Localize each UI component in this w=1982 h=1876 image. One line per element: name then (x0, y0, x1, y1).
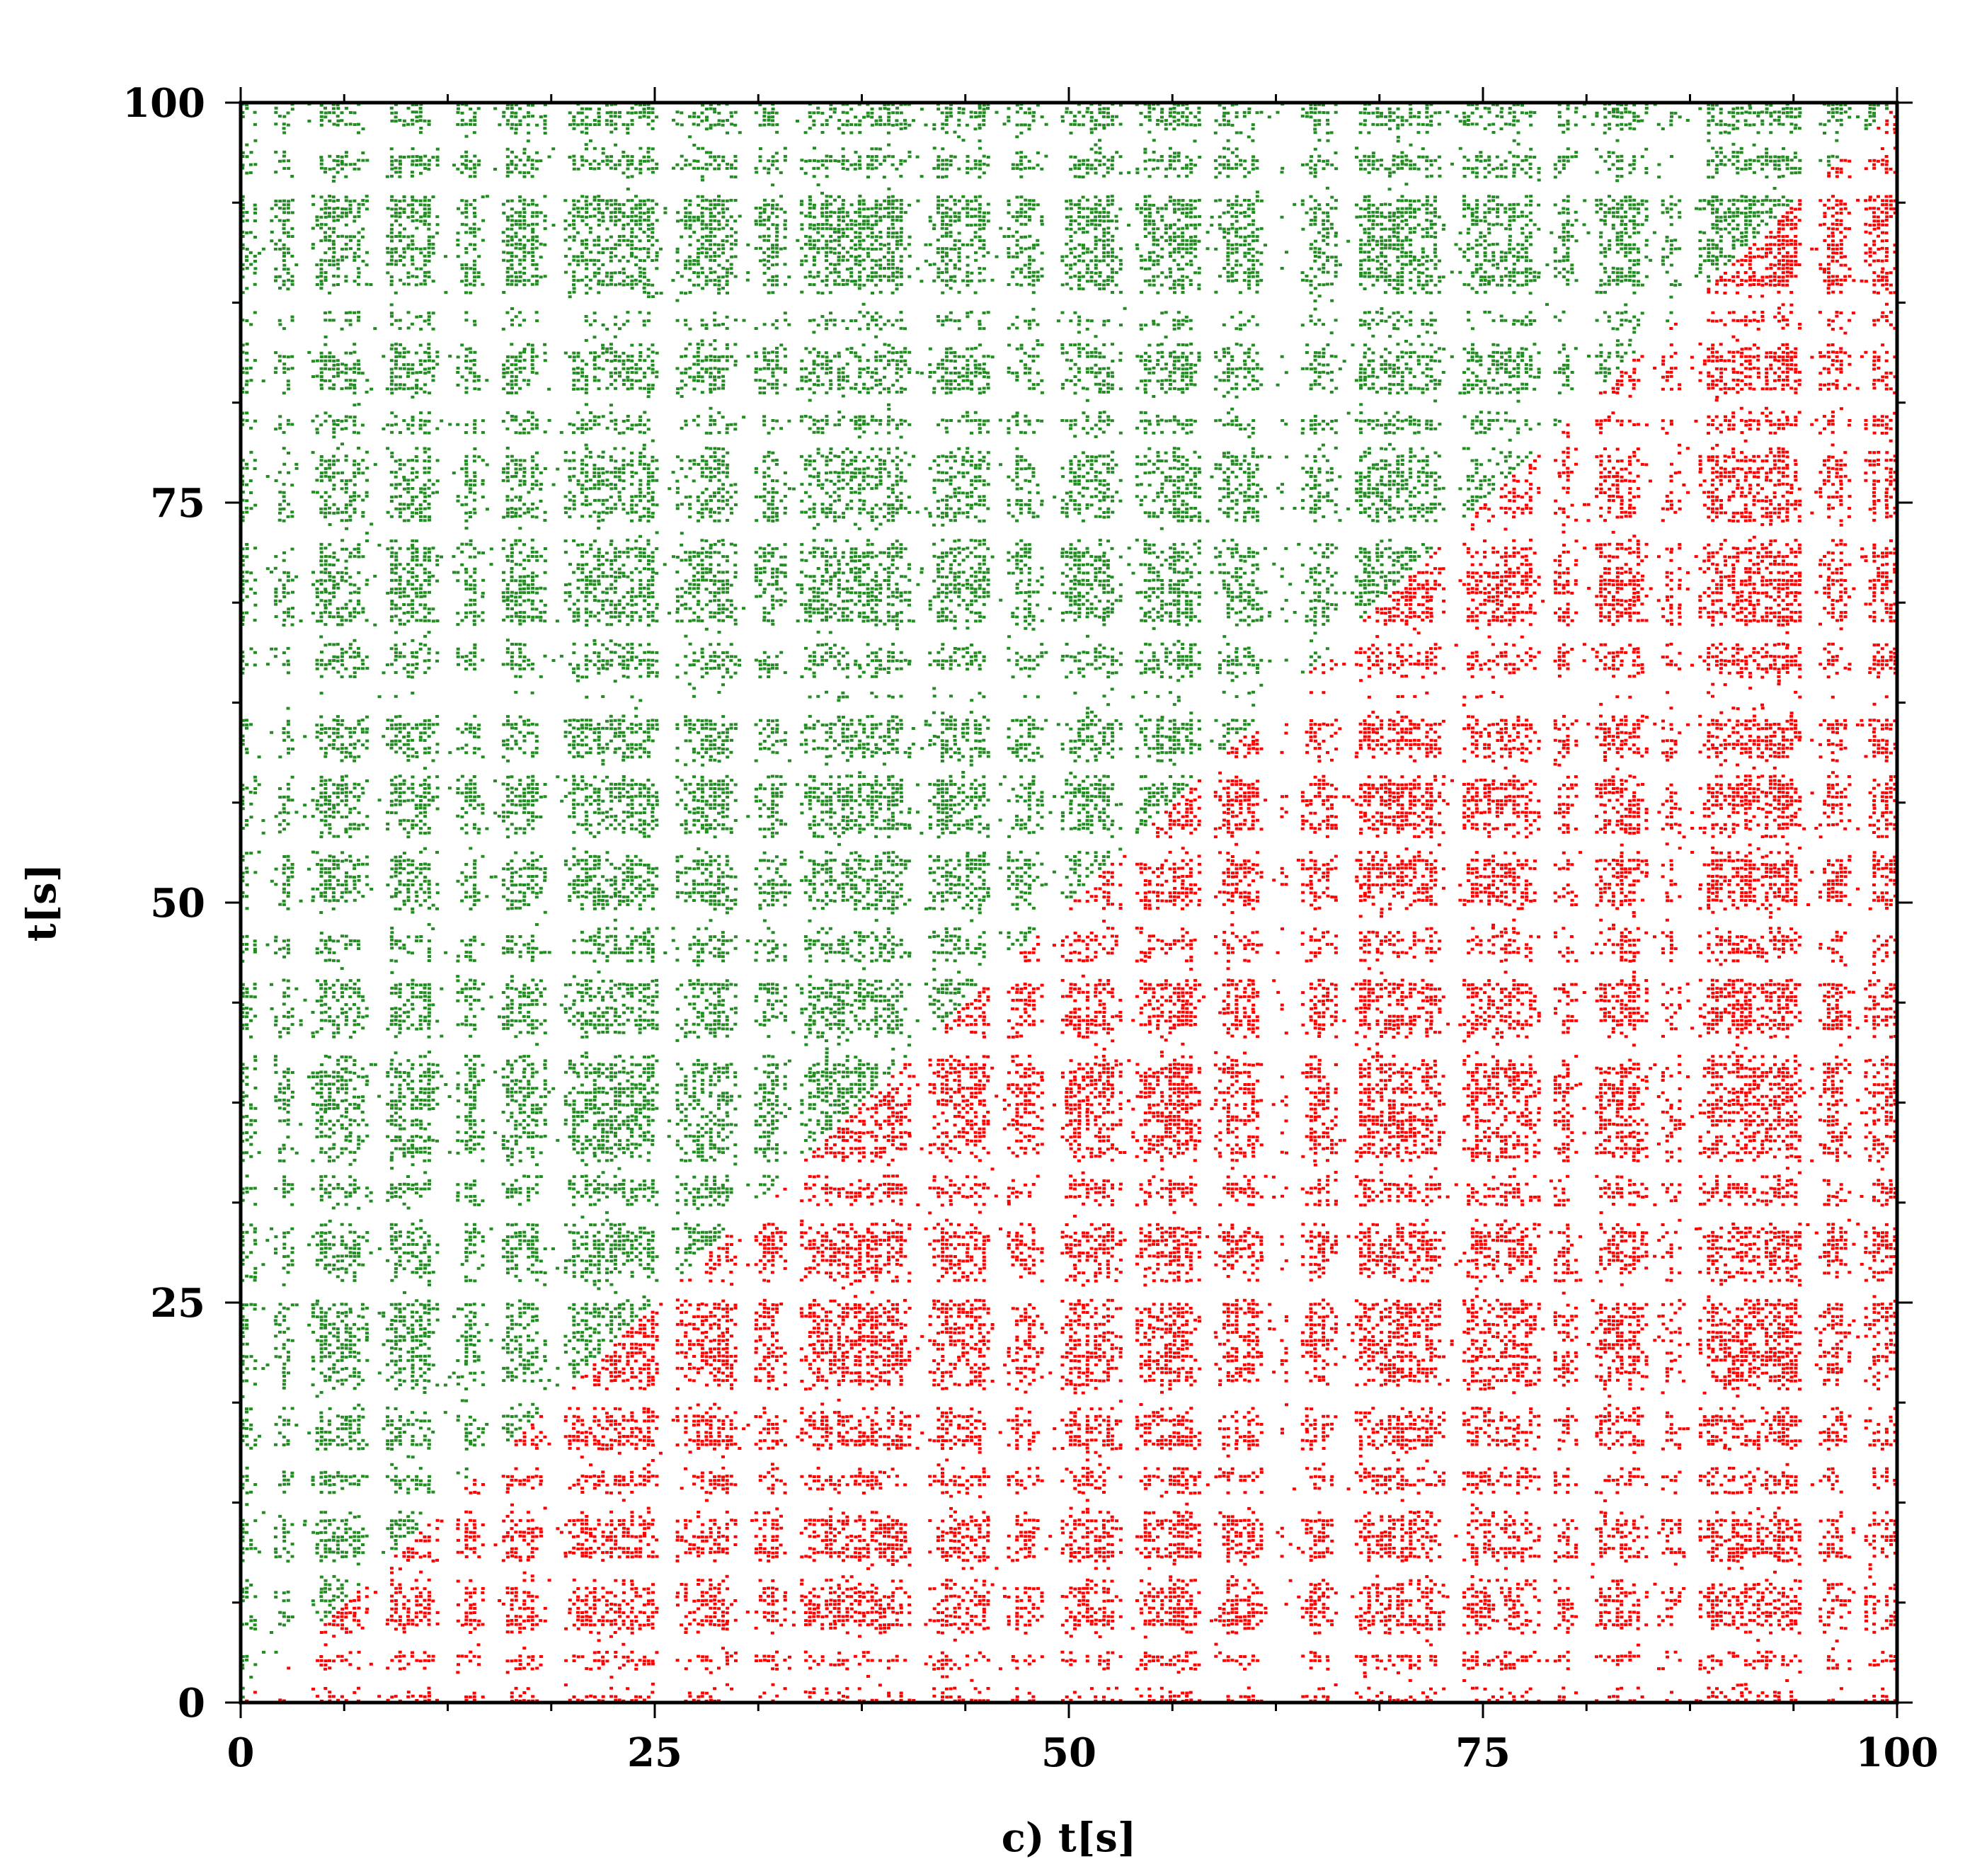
axis-ticks (225, 87, 1913, 1718)
plot-frame (239, 101, 1899, 1705)
x-axis-label: c) t[s] (1002, 1814, 1136, 1861)
x-tick-label: 100 (1856, 1729, 1939, 1776)
recurrence-points-upper (241, 103, 1889, 1699)
y-tick-label: 75 (150, 480, 205, 527)
y-tick-label: 50 (150, 880, 205, 927)
axis-tick-labels: 0 25 50 75 100 0 25 50 75 100 (122, 80, 1938, 1776)
recurrence-points (241, 103, 1897, 1703)
y-tick-label: 25 (150, 1280, 205, 1327)
x-tick-label: 25 (627, 1729, 682, 1776)
y-tick-label: 100 (122, 80, 205, 127)
y-axis-label: t[s] (18, 864, 65, 942)
x-tick-label: 50 (1041, 1729, 1096, 1776)
x-tick-label: 0 (227, 1729, 255, 1776)
x-tick-label: 75 (1455, 1729, 1511, 1776)
y-tick-label: 0 (178, 1680, 205, 1727)
recurrence-points-lower (245, 110, 1897, 1703)
